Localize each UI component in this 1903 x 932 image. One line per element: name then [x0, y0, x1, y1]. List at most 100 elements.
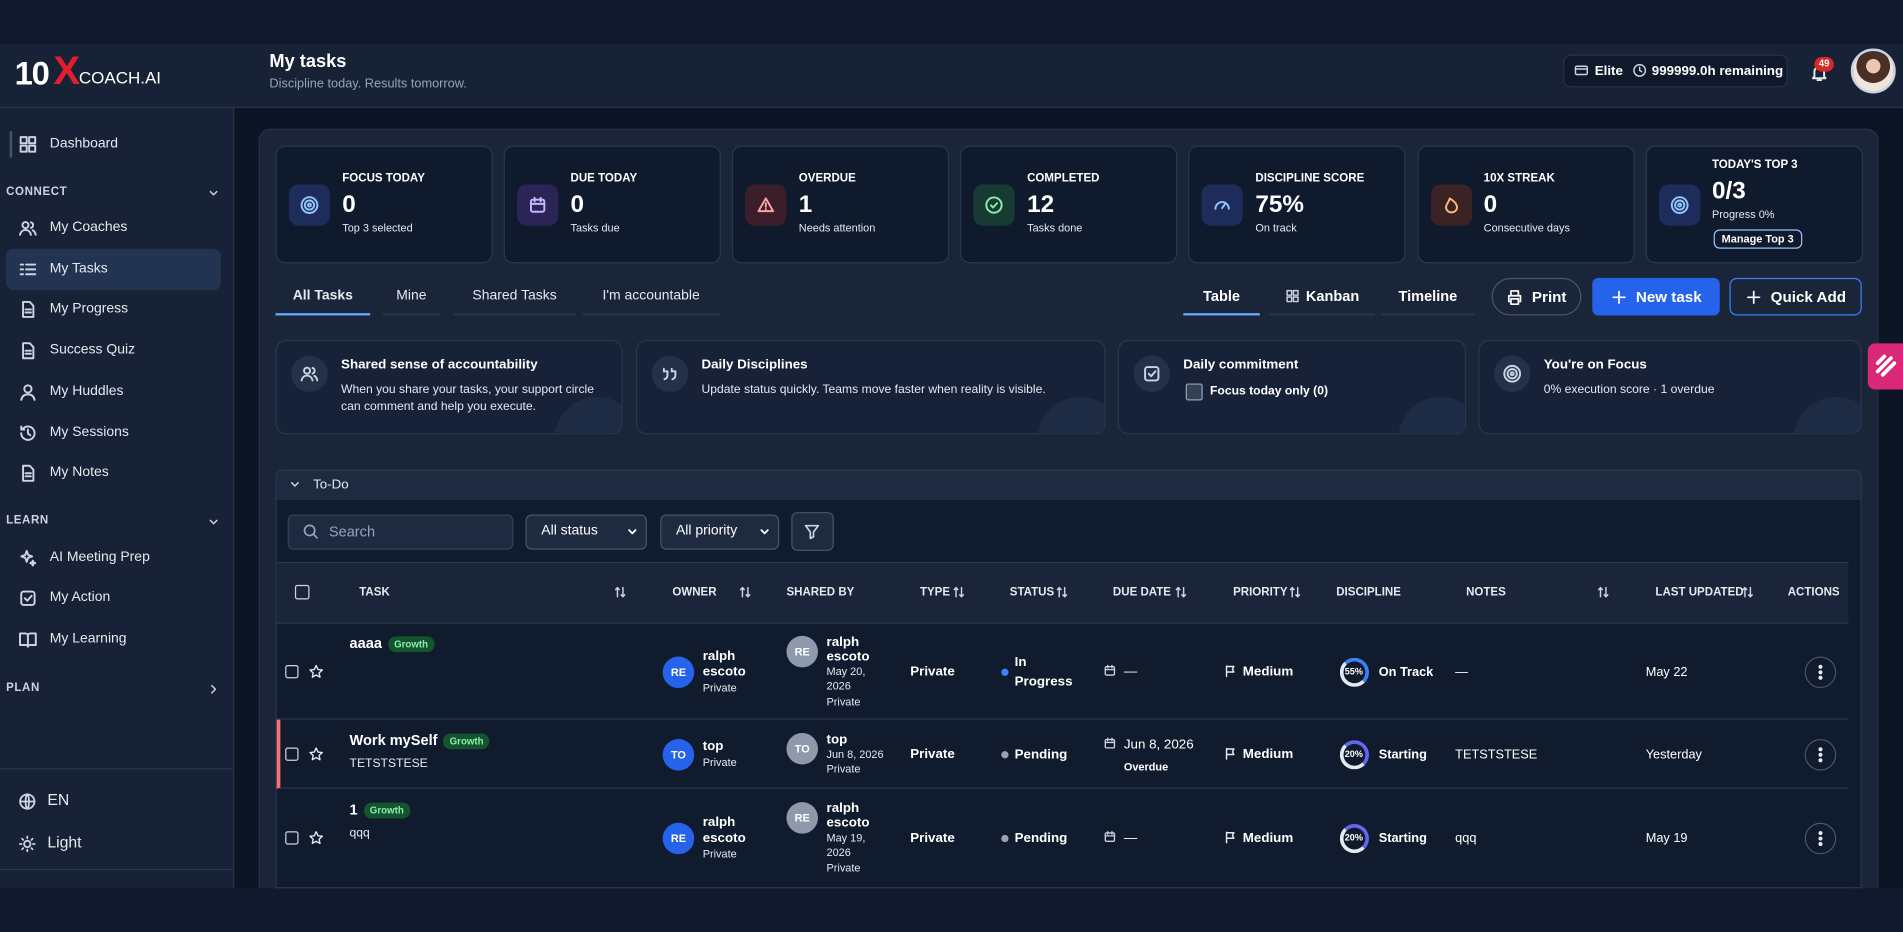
column-header[interactable]: OWNER — [672, 585, 717, 599]
icon — [1508, 289, 1522, 305]
owner-avatar: RE — [662, 822, 695, 854]
task-title[interactable]: Work mySelf — [349, 731, 438, 749]
tab[interactable]: All Tasks — [292, 288, 353, 304]
icon — [302, 523, 319, 540]
tag: Growth — [388, 636, 435, 653]
row-actions[interactable] — [1804, 738, 1837, 770]
action-button[interactable]: Quick Add — [1729, 277, 1862, 316]
nav-item[interactable]: My Action — [49, 590, 111, 605]
view-tab[interactable]: Timeline — [1381, 279, 1474, 313]
checkbox[interactable] — [294, 584, 310, 600]
info-title: Daily commitment — [1183, 357, 1299, 373]
icon — [309, 664, 323, 678]
icon — [614, 586, 626, 598]
tab[interactable]: Shared Tasks — [472, 288, 557, 304]
nav-item[interactable]: AI Meeting Prep — [49, 550, 150, 565]
checkbox[interactable] — [1185, 383, 1203, 401]
view-tab[interactable]: Table — [1183, 279, 1259, 313]
table-head — [276, 561, 1849, 624]
icon — [985, 195, 1004, 214]
column-header[interactable]: LAST UPDATED — [1655, 585, 1744, 599]
footer-item[interactable]: Light — [47, 833, 82, 852]
filter-button[interactable] — [791, 512, 834, 551]
action-button[interactable]: Print — [1491, 277, 1582, 316]
logo-text: COACH.AI — [78, 67, 162, 88]
footer-item[interactable]: EN — [47, 790, 70, 809]
icon — [662, 367, 677, 381]
icon — [300, 364, 319, 383]
nav-section-title[interactable]: CONNECT — [6, 185, 68, 199]
nav-item[interactable]: Dashboard — [49, 136, 119, 151]
icon — [1441, 195, 1460, 214]
discipline-label: Starting — [1378, 746, 1427, 762]
select[interactable] — [525, 514, 647, 550]
info-text: When you share your tasks, your support … — [341, 383, 595, 414]
search-input[interactable] — [287, 514, 514, 550]
cell-line: ralph escoto — [702, 648, 746, 679]
icon — [1574, 65, 1589, 76]
column-header[interactable]: PRIORITY — [1233, 585, 1288, 599]
nav-item[interactable]: My Huddles — [49, 383, 124, 399]
nav-item[interactable]: My Tasks — [49, 261, 108, 276]
task-title[interactable]: aaaa — [349, 634, 382, 652]
nav-item[interactable]: Success Quiz — [49, 342, 136, 358]
info-icon-bg — [1133, 355, 1170, 392]
row-actions[interactable] — [1804, 655, 1837, 688]
table-row — [276, 624, 1849, 720]
icon — [1104, 664, 1116, 676]
column-header[interactable]: STATUS — [1009, 585, 1055, 599]
column-header[interactable]: NOTES — [1466, 585, 1506, 599]
nav-section-title[interactable]: LEARN — [6, 513, 49, 528]
status: Pending — [1014, 746, 1068, 762]
tag: Growth — [363, 802, 410, 819]
stat-value: 75% — [1255, 191, 1304, 218]
shared-cell: top Jun 8, 2026 Private — [826, 732, 899, 777]
notes: TETSTSTESE — [1455, 746, 1538, 762]
checkbox[interactable] — [285, 830, 299, 844]
discipline-ring — [1339, 823, 1369, 853]
owner-cell: top Private — [703, 739, 752, 770]
icon — [18, 549, 37, 568]
view-tab[interactable]: Kanban — [1269, 279, 1375, 313]
stat-value: 1 — [798, 191, 813, 218]
stat-value: 0 — [342, 191, 356, 218]
page-subtitle: Discipline today. Results tomorrow. — [269, 76, 467, 91]
user-avatar[interactable] — [1850, 48, 1896, 94]
tab[interactable]: I'm accountable — [602, 288, 700, 304]
icon — [20, 425, 36, 441]
row-actions[interactable] — [1804, 822, 1837, 854]
discipline-ring — [1339, 739, 1369, 769]
stat-button[interactable]: Manage Top 3 — [1713, 229, 1803, 249]
nav-item[interactable]: My Progress — [49, 301, 129, 316]
sidebar-divider — [0, 768, 234, 770]
tab[interactable]: Mine — [396, 288, 427, 304]
owner-avatar: TO — [662, 738, 695, 770]
action-button[interactable]: New task — [1592, 277, 1720, 316]
stat-note: Tasks due — [570, 221, 620, 234]
select[interactable] — [660, 514, 780, 550]
tab-underline — [582, 313, 720, 316]
column-header[interactable]: DUE DATE — [1112, 585, 1172, 599]
discipline-percent: 55% — [1344, 665, 1363, 677]
icon — [1574, 63, 1589, 78]
stat-icon-bg — [1201, 184, 1244, 226]
side-tab[interactable] — [1867, 343, 1903, 390]
nav-section-title[interactable]: PLAN — [6, 681, 40, 695]
task-title[interactable]: 1 — [349, 801, 358, 819]
icon — [20, 384, 36, 401]
checkbox[interactable] — [285, 746, 299, 761]
column-header[interactable]: TASK — [359, 585, 390, 599]
nav-item[interactable]: My Coaches — [49, 220, 128, 235]
task-description: qqq — [349, 826, 370, 841]
column-header[interactable]: TYPE — [919, 585, 951, 599]
stat-label: OVERDUE — [798, 171, 856, 186]
icon — [19, 263, 37, 276]
discipline-label: Starting — [1378, 830, 1427, 846]
info-icon-bg — [651, 355, 689, 392]
nav-item[interactable]: My Notes — [49, 465, 109, 480]
section-title[interactable]: To-Do — [313, 477, 349, 493]
icon — [1875, 354, 1897, 377]
nav-item[interactable]: My Learning — [49, 631, 127, 647]
nav-item[interactable]: My Sessions — [49, 425, 129, 440]
checkbox[interactable] — [285, 664, 299, 678]
